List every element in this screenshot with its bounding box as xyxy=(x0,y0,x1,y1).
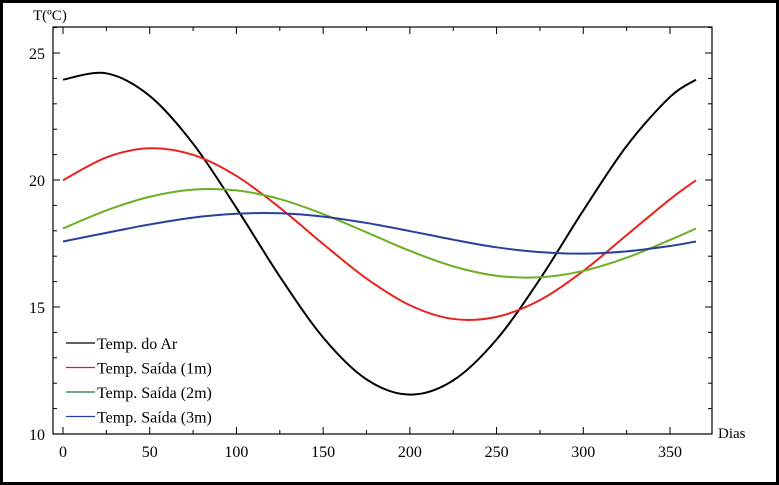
legend-label: Temp. do Ar xyxy=(97,336,178,353)
y-tick-label: 10 xyxy=(29,427,45,444)
legend-label: Temp. Saída (1m) xyxy=(97,361,212,378)
x-tick-label: 350 xyxy=(658,444,682,461)
y-tick-label: 25 xyxy=(29,46,45,63)
x-tick-label: 150 xyxy=(311,444,335,461)
x-tick-label: 250 xyxy=(485,444,509,461)
series-line-4 xyxy=(62,212,697,255)
x-tick-label: 100 xyxy=(224,444,248,461)
y-tick-label: 20 xyxy=(29,173,45,190)
x-tick-label: 0 xyxy=(59,444,67,461)
x-tick-label: 300 xyxy=(571,444,595,461)
series-line-2 xyxy=(62,147,697,321)
y-axis-label: T(ºC) xyxy=(33,8,67,24)
x-axis-label: Dias xyxy=(718,426,746,442)
series-line-1 xyxy=(62,71,697,396)
legend-label: Temp. Saída (3m) xyxy=(97,410,212,427)
x-tick-label: 50 xyxy=(142,444,158,461)
y-tick-label: 15 xyxy=(29,300,45,317)
legend-label: Temp. Saída (2m) xyxy=(97,385,212,402)
x-tick-label: 200 xyxy=(398,444,422,461)
series-line-3 xyxy=(62,188,697,279)
